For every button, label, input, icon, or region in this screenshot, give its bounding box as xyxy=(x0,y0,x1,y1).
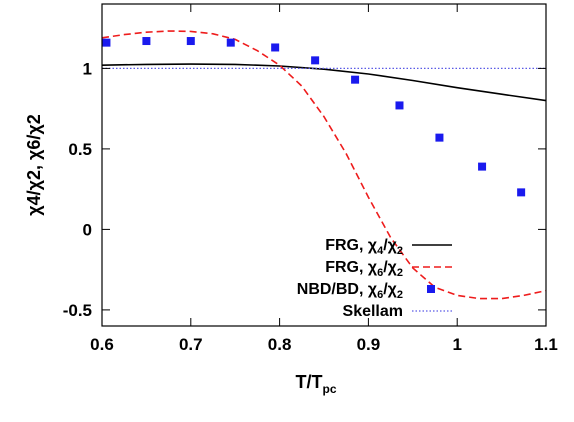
nbd-bd-point-3 xyxy=(226,38,235,47)
legend-label-3: Skellam xyxy=(343,303,403,320)
y-axis-label: χ4/χ2, χ6/χ2 xyxy=(24,114,44,216)
x-tick-label-0: 0.6 xyxy=(90,335,114,354)
x-tick-label-4: 1 xyxy=(452,335,461,354)
x-tick-label-5: 1.1 xyxy=(534,335,558,354)
x-tick-label-1: 0.7 xyxy=(179,335,203,354)
nbd-bd-point-4 xyxy=(271,43,280,52)
legend-key-2 xyxy=(427,285,435,293)
x-axis-label: T/Tpc xyxy=(295,372,336,396)
nbd-bd-point-6 xyxy=(351,75,360,84)
series-line-0 xyxy=(102,63,546,102)
series-line-1 xyxy=(102,30,546,300)
nbd-bd-point-0 xyxy=(102,38,111,47)
y-tick-label-0: -0.5 xyxy=(63,301,92,320)
nbd-bd-point-1 xyxy=(142,37,151,46)
y-tick-label-1: 0 xyxy=(83,220,92,239)
axes: 0.6 0.7 0.8 0.9 1 1.1 -0.5 0 0.5 1 T/Tpc χ4/χ2, χ6/… xyxy=(24,3,558,396)
x-tick-label-2: 0.8 xyxy=(268,335,292,354)
legend-label-2: NBD/BD, χ6/χ2 xyxy=(297,281,403,301)
nbd-bd-point-5 xyxy=(311,56,320,65)
legend-label-1: FRG, χ6/χ2 xyxy=(325,259,403,279)
plot-area xyxy=(102,30,546,300)
y-tick-label-2: 0.5 xyxy=(68,140,92,159)
x-tick-label-3: 0.9 xyxy=(357,335,381,354)
nbd-bd-point-2 xyxy=(186,37,195,46)
y-tick-label-3: 1 xyxy=(83,59,92,78)
nbd-bd-point-10 xyxy=(517,188,526,197)
nbd-bd-point-9 xyxy=(478,162,487,171)
nbd-bd-point-8 xyxy=(435,133,444,142)
legend-label-0: FRG, χ4/χ2 xyxy=(325,237,403,257)
plot-frame xyxy=(101,3,547,327)
nbd-bd-point-7 xyxy=(395,101,404,110)
